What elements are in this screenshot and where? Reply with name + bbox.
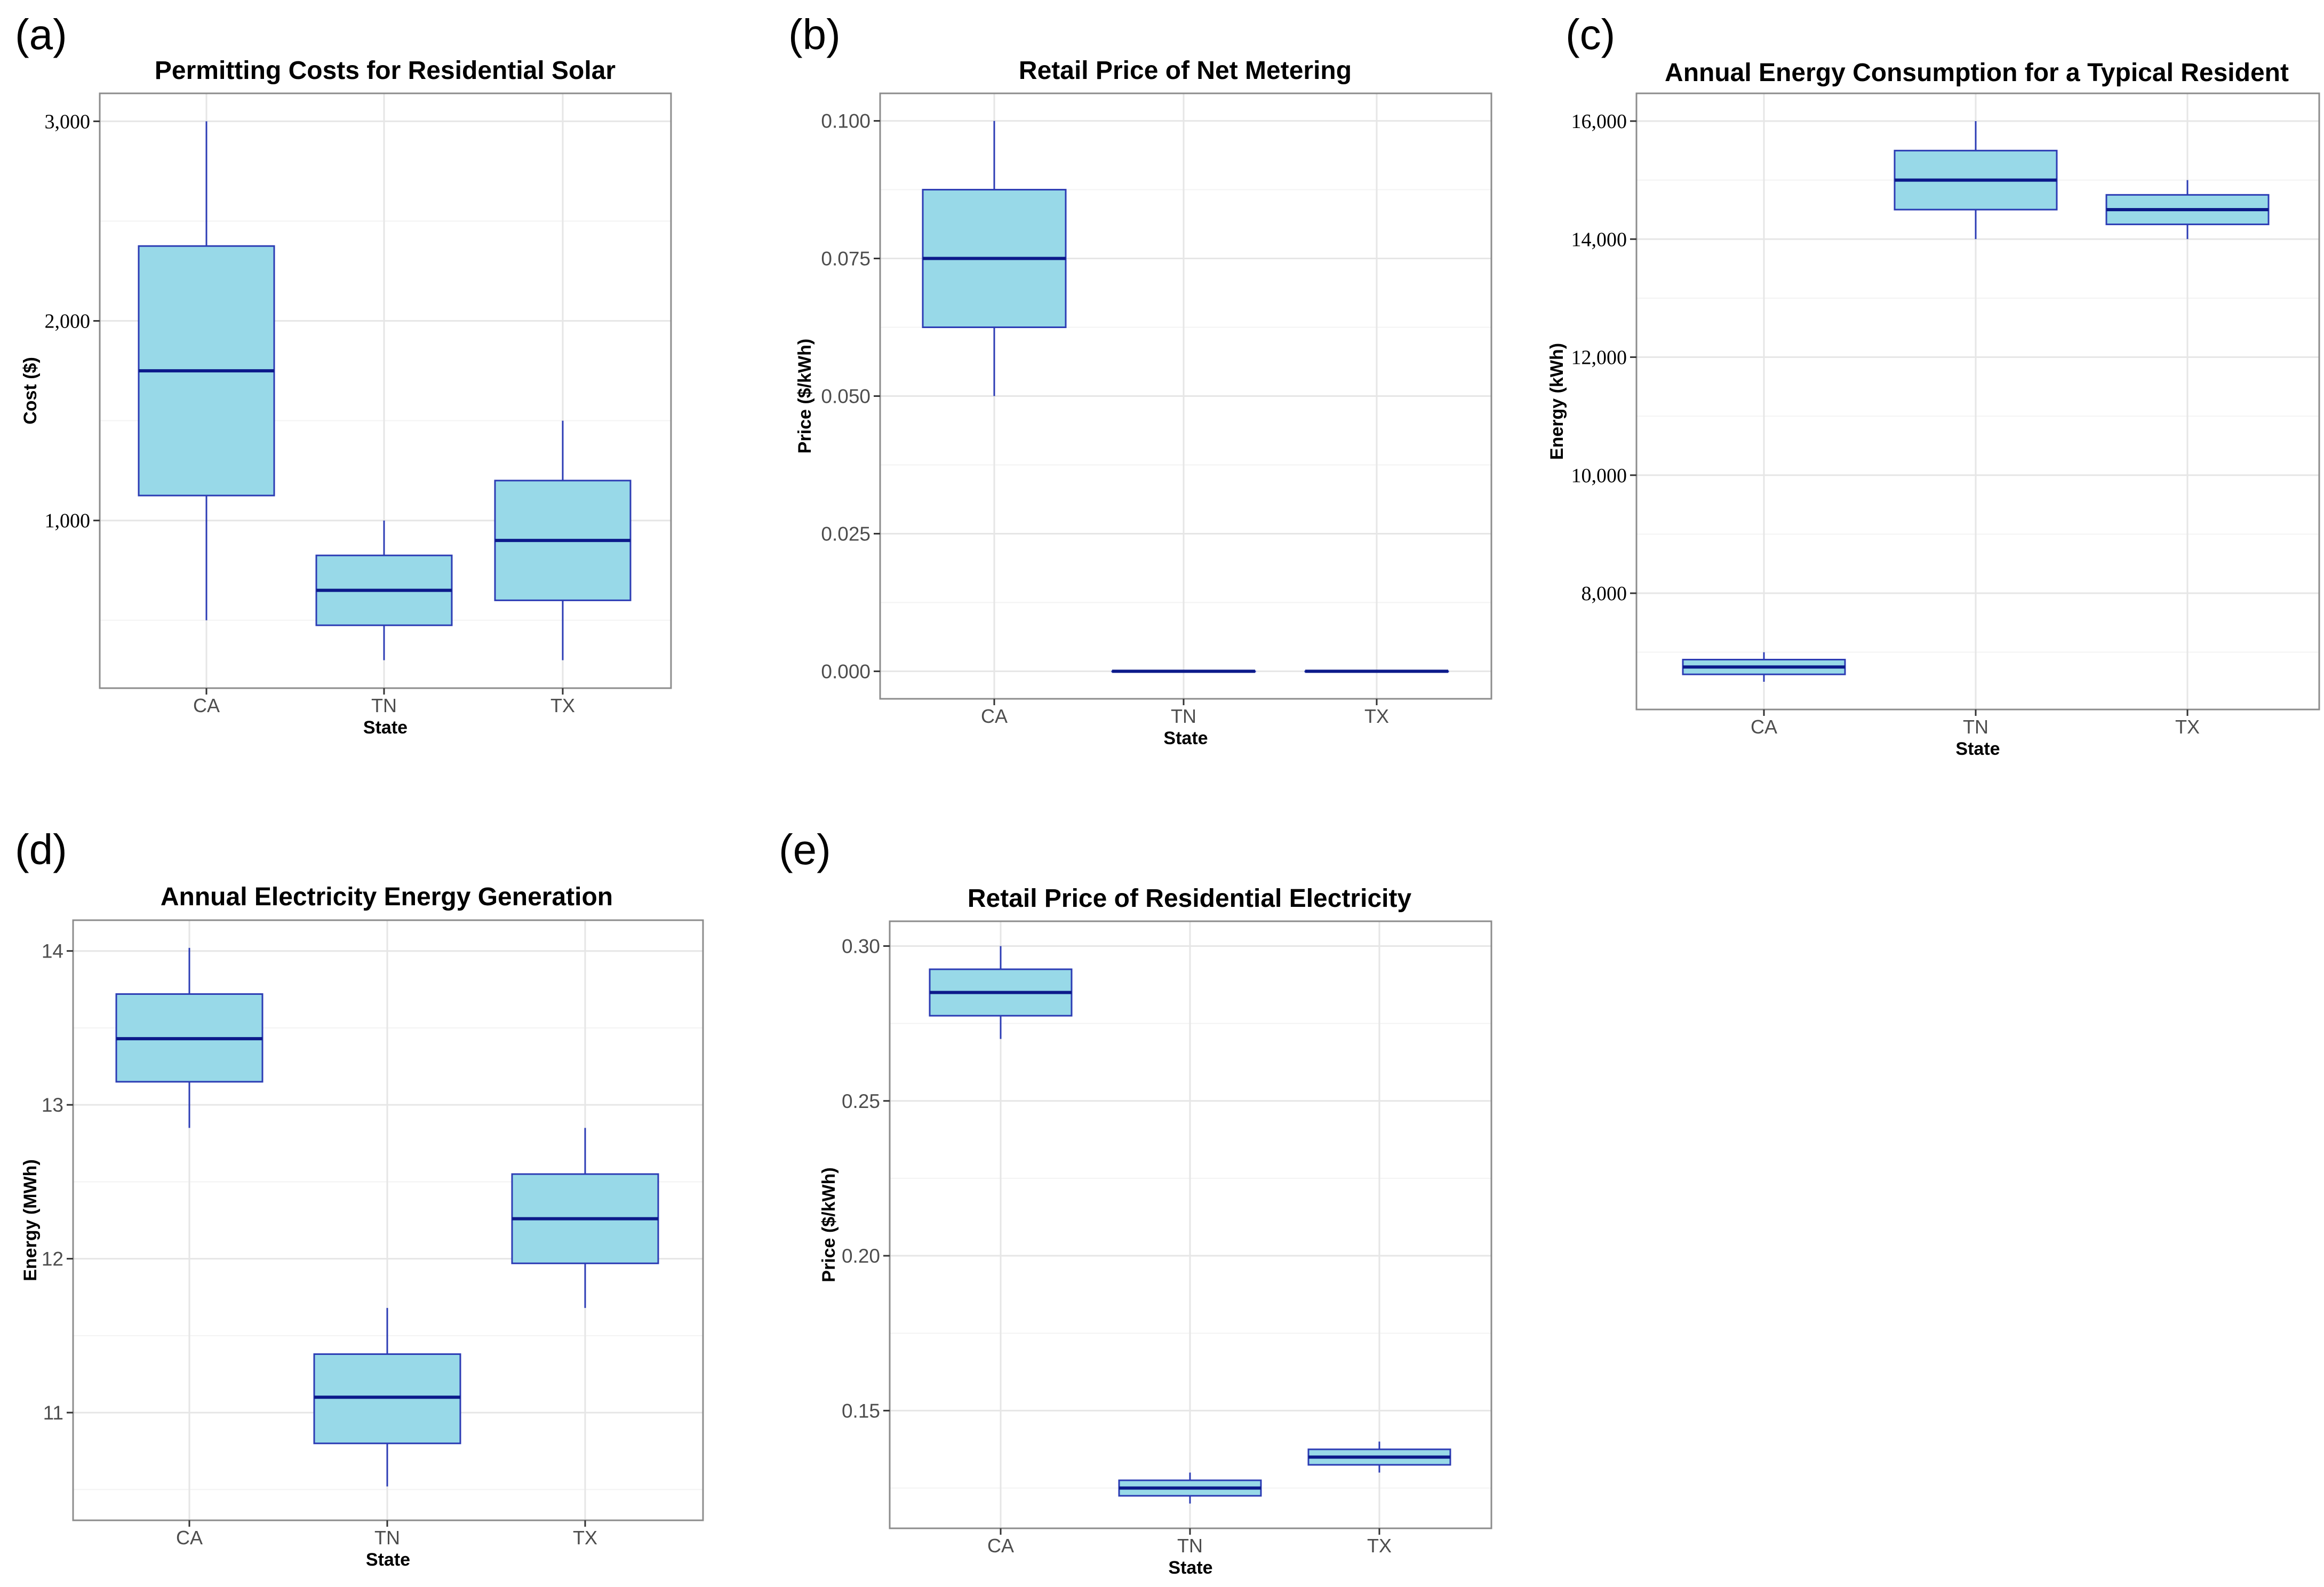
y-tick-label: 0.050 <box>821 386 870 408</box>
box-TN <box>1111 669 1256 673</box>
y-tick-label: 0.15 <box>842 1400 880 1422</box>
box-TX <box>1307 1441 1451 1473</box>
y-tick-label: 12 <box>42 1248 63 1270</box>
y-tick-label: 0.25 <box>842 1090 880 1112</box>
x-tick-label: TN <box>371 695 397 716</box>
y-axis-title: Energy (kWh) <box>1547 343 1567 460</box>
y-tick-label: 1,000 <box>45 510 91 532</box>
panel-label: (d) <box>15 826 67 873</box>
chart-title: Annual Energy Consumption for a Typical … <box>1665 59 2289 87</box>
panel-label: (c) <box>1566 11 1615 58</box>
y-tick-label: 14 <box>42 940 63 962</box>
y-tick-label: 3,000 <box>45 110 91 133</box>
box-CA <box>138 121 275 620</box>
panel-border <box>1635 92 2320 711</box>
x-axis-title: State <box>366 1550 410 1570</box>
panel-b: (b) Retail Price of Net Metering 0.000 0.02… <box>788 11 1492 748</box>
panel-label: (e) <box>779 826 831 873</box>
box-TX <box>1304 669 1449 673</box>
box-TN <box>1894 121 2058 240</box>
x-axis-title: State <box>363 717 408 738</box>
box-CA <box>115 947 263 1128</box>
y-tick-label: 16,000 <box>1571 110 1627 133</box>
x-tick-label: TN <box>1963 716 1988 738</box>
x-tick-label: TX <box>550 695 575 716</box>
panel-d: (d) Annual Electricity Energy Generation 1… <box>15 826 704 1570</box>
y-tick-label: 11 <box>43 1402 63 1424</box>
x-tick-label: TN <box>374 1527 400 1549</box>
x-axis-title: State <box>1955 739 2000 759</box>
x-tick-label: TX <box>2175 716 2200 738</box>
box-TN <box>315 520 453 660</box>
x-tick-label: TN <box>1171 705 1196 727</box>
box-CA <box>929 946 1073 1039</box>
y-tick-label: 0.20 <box>842 1245 880 1267</box>
chart-title: Retail Price of Net Metering <box>1019 57 1352 85</box>
y-tick-label: 0.075 <box>821 248 870 270</box>
y-tick-label: 0.000 <box>821 660 870 682</box>
y-tick-label: 0.30 <box>842 935 880 957</box>
x-axis-title: State <box>1168 1558 1212 1578</box>
y-tick-label: 2,000 <box>45 310 91 333</box>
x-tick-label: CA <box>193 695 220 716</box>
x-axis-title: State <box>1163 728 1208 748</box>
chart-title: Annual Electricity Energy Generation <box>161 883 613 911</box>
x-tick-label: CA <box>987 1535 1014 1557</box>
panel-label: (b) <box>788 11 841 58</box>
box-CA <box>1682 652 1846 682</box>
x-tick-label: CA <box>1751 716 1777 738</box>
x-tick-label: CA <box>176 1527 203 1549</box>
y-axis-title: Price ($/kWh) <box>795 339 815 453</box>
box-TX <box>494 420 632 660</box>
x-tick-label: TX <box>1364 705 1389 727</box>
y-tick-label: 0.025 <box>821 523 870 545</box>
box-TX <box>511 1128 659 1308</box>
panel-label: (a) <box>15 11 67 58</box>
y-axis-title: Energy (MWh) <box>20 1159 41 1281</box>
chart-title: Permitting Costs for Residential Solar <box>155 57 616 85</box>
box-CA <box>922 121 1067 396</box>
y-tick-label: 10,000 <box>1571 465 1627 487</box>
x-tick-label: CA <box>981 705 1008 727</box>
chart-title: Retail Price of Residential Electricity <box>968 884 1412 913</box>
y-tick-label: 12,000 <box>1571 347 1627 369</box>
x-tick-label: TX <box>1367 1535 1392 1557</box>
y-axis-title: Cost ($) <box>20 357 41 425</box>
y-tick-label: 14,000 <box>1571 228 1627 251</box>
y-tick-label: 13 <box>42 1094 63 1116</box>
panel-c: (c) Annual Energy Consumption for a Typic… <box>1547 11 2320 759</box>
panel-border <box>99 92 672 689</box>
x-tick-label: TX <box>573 1527 597 1549</box>
box-TX <box>2105 180 2270 240</box>
x-tick-label: TN <box>1177 1535 1203 1557</box>
y-axis-title: Price ($/kWh) <box>819 1167 839 1282</box>
panel-e: (e) Retail Price of Residential Electrici… <box>779 826 1492 1578</box>
box-TN <box>313 1307 461 1487</box>
y-tick-label: 8,000 <box>1582 583 1627 605</box>
panel-a: (a) Permitting Costs for Residential Sola… <box>15 11 672 738</box>
box-TN <box>1118 1472 1262 1504</box>
y-tick-label: 0.100 <box>821 110 870 132</box>
